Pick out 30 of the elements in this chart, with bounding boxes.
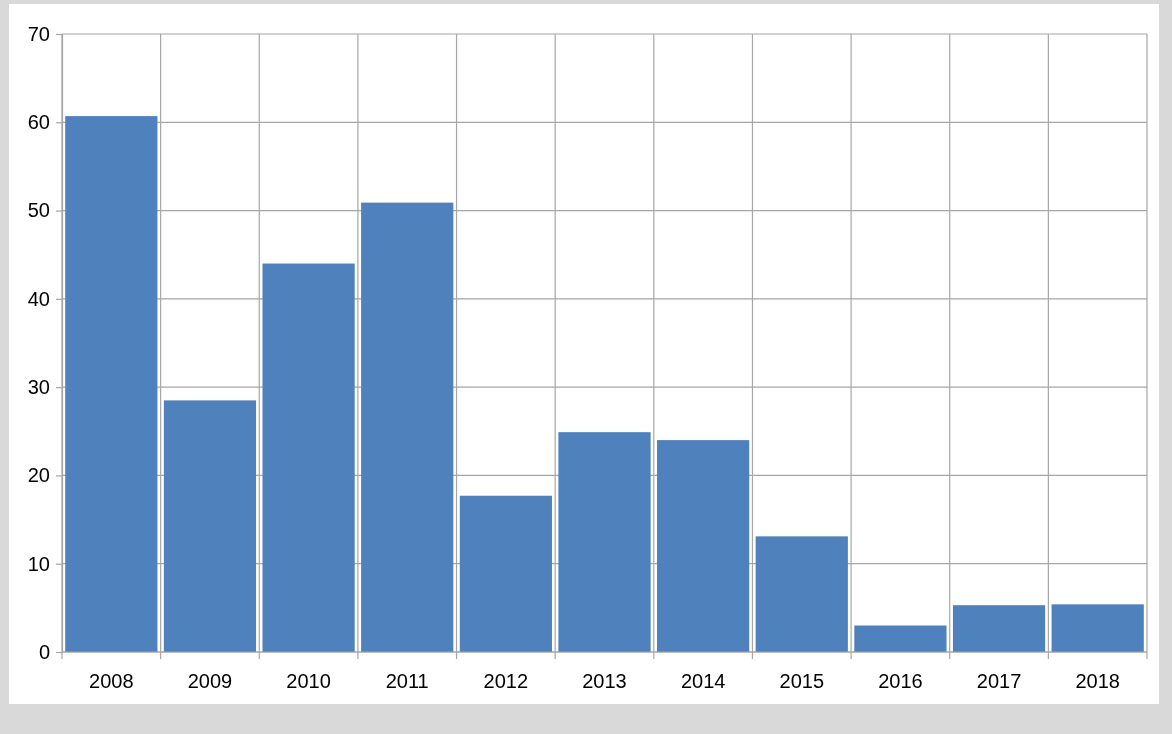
x-tick-label: 2009 — [187, 670, 233, 693]
y-tick-label: 0 — [38, 640, 50, 663]
x-tick-label: 2017 — [976, 670, 1022, 693]
x-tick-label: 2010 — [286, 670, 331, 693]
bar — [755, 536, 848, 652]
bar — [952, 605, 1046, 652]
bar — [854, 625, 947, 652]
bar — [459, 495, 552, 652]
y-tick-label: 50 — [27, 199, 50, 222]
x-tick-label: 2012 — [483, 670, 529, 693]
bar — [1051, 604, 1144, 652]
bar — [262, 263, 355, 652]
y-tick-label: 60 — [27, 111, 50, 134]
bar — [163, 400, 257, 652]
y-tick-label: 20 — [27, 464, 50, 487]
y-tick-label: 40 — [27, 287, 50, 310]
x-tick-label: 2011 — [385, 670, 429, 693]
bar — [558, 432, 651, 652]
x-tick-label: 2018 — [1075, 670, 1120, 693]
x-tick-label: 2014 — [680, 670, 726, 693]
bar — [657, 440, 750, 652]
bar — [361, 202, 454, 652]
y-tick-label: 70 — [27, 22, 50, 45]
bar — [65, 116, 158, 652]
x-tick-label: 2016 — [878, 670, 923, 693]
y-tick-label: 10 — [27, 552, 50, 575]
x-tick-label: 2013 — [582, 670, 627, 693]
x-tick-label: 2008 — [89, 670, 134, 693]
y-tick-label: 30 — [27, 376, 50, 399]
x-tick-label: 2015 — [779, 670, 825, 693]
